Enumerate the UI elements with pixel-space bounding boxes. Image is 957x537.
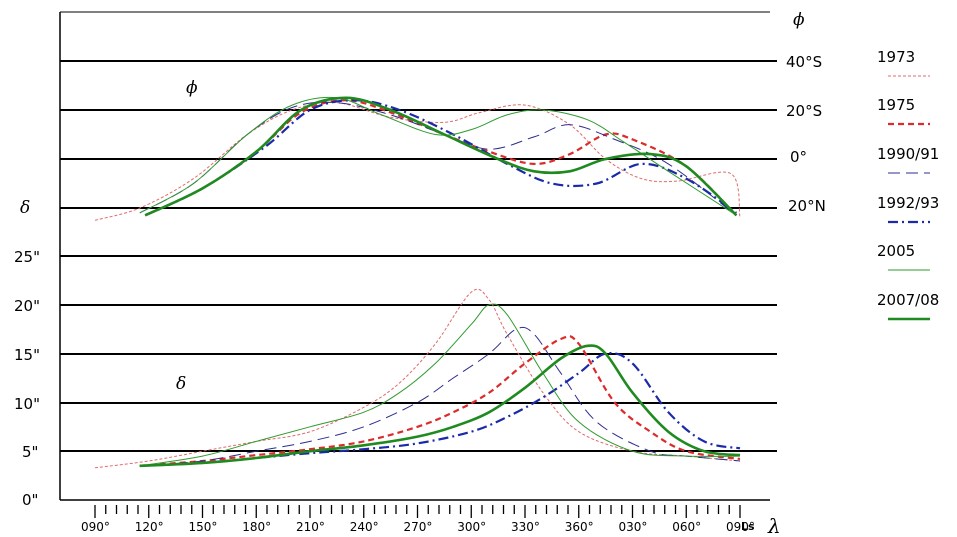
x-tick-label: 270° bbox=[404, 520, 433, 534]
phi-series-group bbox=[94, 96, 741, 221]
delta-panel-label: δ bbox=[176, 374, 186, 394]
x-tick-label: 030° bbox=[619, 520, 648, 534]
phi-series-line-2007-08 bbox=[144, 96, 738, 217]
delta-tick-label: 20" bbox=[14, 297, 40, 315]
delta-series-line-2005 bbox=[139, 303, 741, 467]
legend-label: 2005 bbox=[877, 242, 915, 260]
delta-series-group bbox=[94, 288, 741, 469]
phi-series-line-2005 bbox=[139, 96, 737, 216]
delta-axis-symbol: δ bbox=[20, 198, 30, 218]
lambda-axis-symbol: λ bbox=[767, 514, 781, 537]
x-tick-label: 210° bbox=[296, 520, 325, 534]
x-axis-ticks bbox=[94, 505, 741, 518]
phi-panel-label: ϕ bbox=[186, 78, 198, 98]
x-tick-label: 300° bbox=[457, 520, 486, 534]
legend-label: 1973 bbox=[877, 48, 915, 66]
x-tick-label: 090° bbox=[81, 520, 110, 534]
phi-tick-label: 20°N bbox=[788, 197, 826, 215]
x-tick-label: 150° bbox=[189, 520, 218, 534]
x-tick-label: 090° bbox=[726, 520, 755, 534]
delta-tick-label: 10" bbox=[14, 395, 40, 413]
delta-tick-label: 25" bbox=[14, 248, 40, 266]
x-axis-labels: 090° 120° 150° 180° 210° 240° 270° 300° 330° 360°… bbox=[81, 520, 755, 534]
delta-series-line-1990-91 bbox=[139, 326, 741, 467]
phi-series-line-1973 bbox=[94, 101, 741, 221]
legend-label: 1992/93 bbox=[877, 194, 939, 212]
x-tick-label: 330° bbox=[511, 520, 540, 534]
legend-label: 1990/91 bbox=[877, 145, 939, 163]
phi-tick-label: 40°S bbox=[786, 53, 822, 71]
delta-series-line-1973 bbox=[94, 288, 741, 469]
phi-axis-symbol: ϕ bbox=[793, 10, 805, 30]
x-tick-label: 060° bbox=[672, 520, 701, 534]
legend-label: 2007/08 bbox=[877, 291, 939, 309]
delta-series-line-1992-93 bbox=[139, 351, 741, 467]
legend: 1973 1975 1990/91 1992/93 2005 2007/08 bbox=[877, 48, 939, 321]
delta-tick-label: 15" bbox=[14, 346, 40, 364]
phi-tick-label: 0° bbox=[790, 148, 807, 166]
x-tick-label: 180° bbox=[242, 520, 271, 534]
x-tick-label: 240° bbox=[350, 520, 379, 534]
x-tick-label: 360° bbox=[565, 520, 594, 534]
delta-tick-label: 5" bbox=[22, 443, 38, 461]
x-tick-label: 120° bbox=[135, 520, 164, 534]
delta-series-line-1975 bbox=[139, 335, 741, 467]
phi-tick-label: 20°S bbox=[786, 102, 822, 120]
delta-tick-label: 0" bbox=[22, 491, 38, 509]
delta-series-line-2007-08 bbox=[139, 344, 741, 468]
legend-label: 1975 bbox=[877, 96, 915, 114]
x-unit-label: Ls bbox=[741, 520, 755, 533]
